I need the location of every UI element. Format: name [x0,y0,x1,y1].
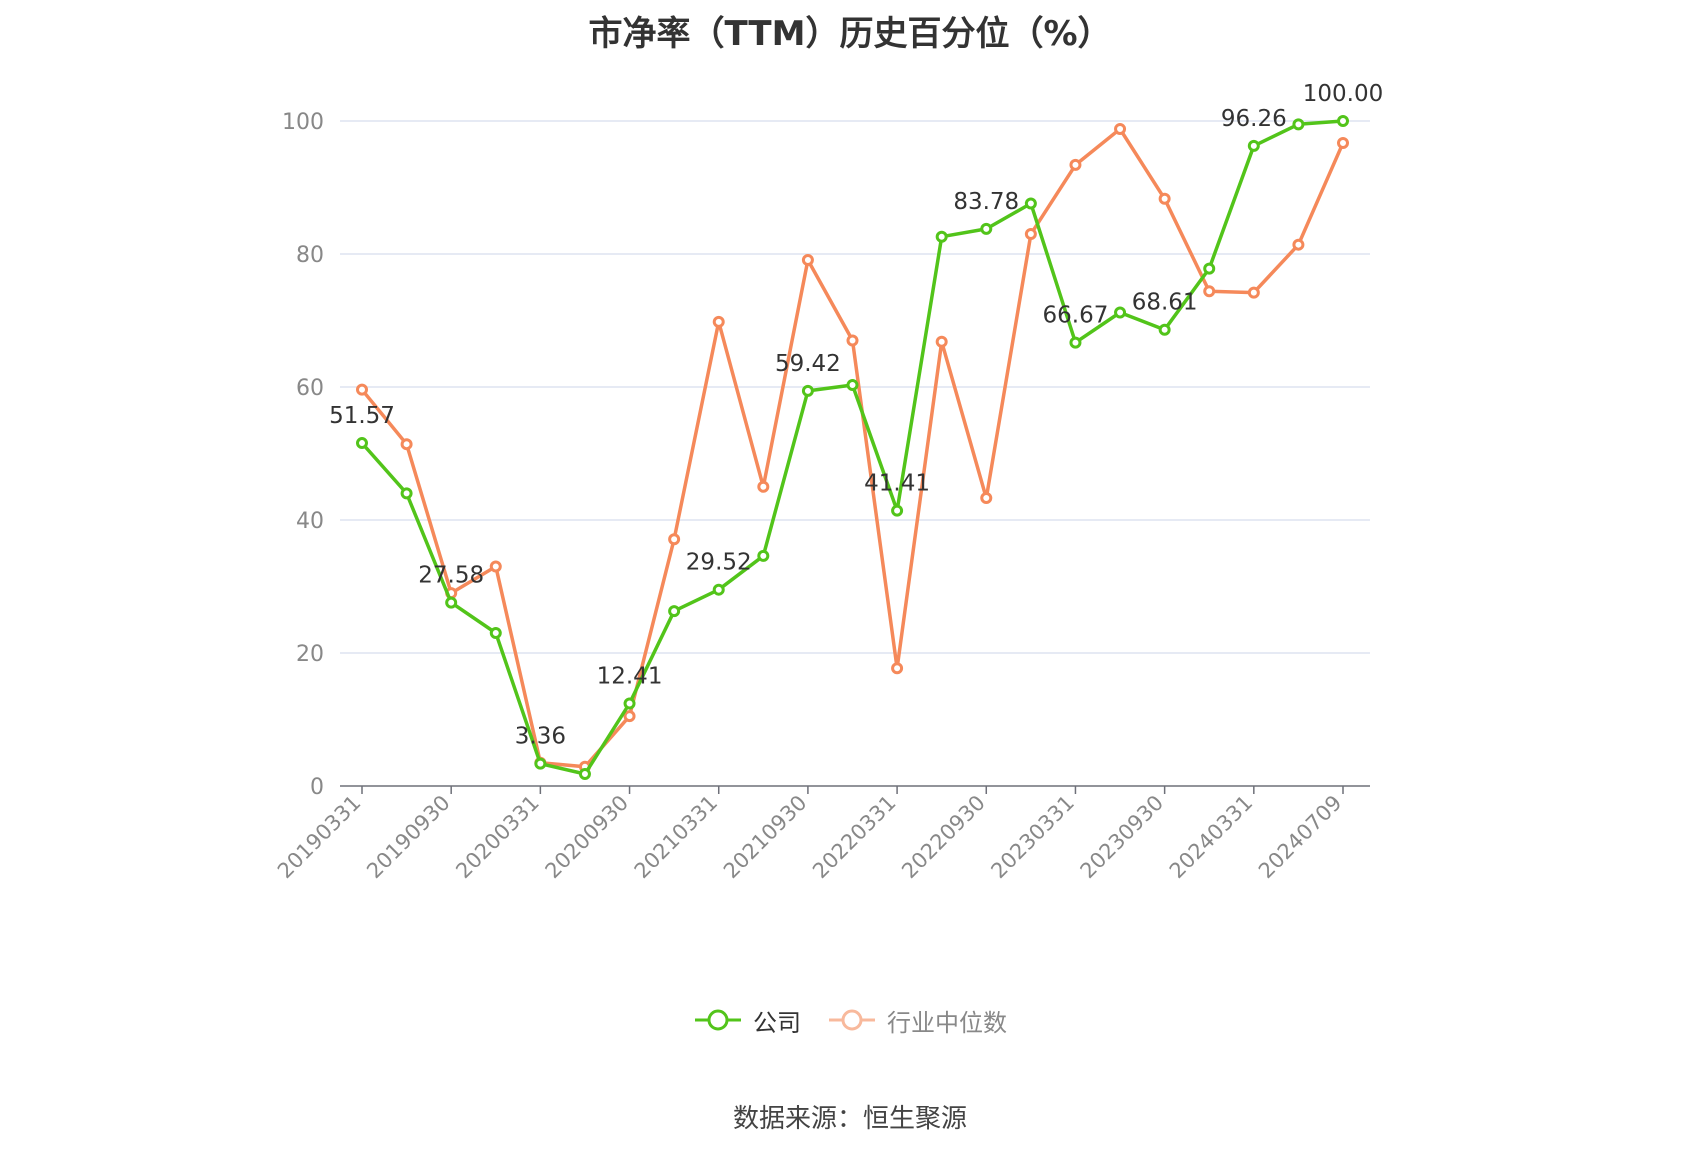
data-point-industry[interactable] [801,253,814,266]
data-point-industry[interactable] [489,560,502,573]
data-point-company[interactable] [489,627,502,640]
data-point-industry[interactable] [757,480,770,493]
x-tick-label: 20240709 [1254,791,1347,884]
data-point-company[interactable] [846,379,859,392]
x-tick-label: 20210930 [719,791,812,884]
data-label: 41.41 [864,471,930,497]
data-point-company[interactable] [1024,197,1037,210]
legend: 公司 行业中位数 [0,1000,1700,1040]
x-tick-label: 20220331 [808,791,901,884]
data-label: 12.41 [597,663,663,689]
data-point-industry[interactable] [668,533,681,546]
legend-item-company[interactable]: 公司 [693,1003,801,1038]
data-point-company[interactable] [400,487,413,500]
data-label: 3.36 [515,724,566,750]
data-point-industry[interactable] [356,383,368,396]
data-label: 83.78 [953,189,1019,215]
data-point-company[interactable] [980,222,993,235]
data-point-company[interactable] [1337,115,1349,127]
data-point-industry[interactable] [1292,238,1305,251]
data-point-industry[interactable] [623,710,636,723]
data-point-industry[interactable] [1247,286,1260,299]
y-tick-label: 40 [296,509,324,534]
data-point-company[interactable] [1158,323,1171,336]
data-point-industry[interactable] [1158,192,1171,205]
x-tick-label: 20190930 [362,791,455,884]
data-label: 59.42 [775,351,841,377]
data-point-company[interactable] [534,757,547,770]
data-point-company[interactable] [356,437,368,450]
data-point-company[interactable] [578,768,591,781]
x-tick-label: 20220930 [897,791,990,884]
x-tick-label: 20200331 [451,791,544,884]
x-tick-label: 20200930 [541,791,634,884]
y-tick-label: 20 [296,642,324,667]
data-label: 66.67 [1043,303,1109,329]
data-point-company[interactable] [445,596,458,609]
x-tick-label: 20230331 [986,791,1079,884]
data-point-industry[interactable] [1203,285,1216,298]
legend-label-company: 公司 [753,1008,801,1037]
data-point-company[interactable] [935,230,948,243]
data-point-industry[interactable] [1337,136,1349,149]
data-point-company[interactable] [712,583,725,596]
legend-label-industry: 行业中位数 [887,1008,1007,1037]
series-line-company [360,119,1344,776]
legend-marker-industry [829,1009,875,1031]
data-point-company[interactable] [757,549,770,562]
legend-item-industry[interactable]: 行业中位数 [827,1003,1007,1038]
data-point-company[interactable] [1203,262,1216,275]
data-point-industry[interactable] [712,315,725,328]
data-label: 68.61 [1132,290,1198,316]
y-tick-label: 100 [282,110,324,135]
data-label: 27.58 [418,563,484,589]
chart-title: 市净率（TTM）历史百分位（%） [588,14,1112,54]
legend-marker-company [695,1009,741,1031]
data-point-company[interactable] [801,384,814,397]
data-point-company[interactable] [623,697,636,710]
data-point-company[interactable] [1292,118,1305,131]
data-point-company[interactable] [1114,306,1127,319]
axes: 0 20 40 60 80 100 2019033120190930202003312020… [273,110,1370,883]
y-tick-label: 0 [310,775,324,800]
x-tick-label: 20240331 [1165,791,1258,884]
x-tick-label: 20190331 [273,791,366,884]
data-point-industry[interactable] [1024,228,1037,241]
series [356,115,1349,781]
data-point-industry[interactable] [1069,158,1082,171]
data-point-industry[interactable] [400,438,413,451]
y-tick-label: 60 [296,376,324,401]
data-label: 51.57 [329,403,395,429]
y-tick-label: 80 [296,243,324,268]
data-label: 96.26 [1221,106,1287,132]
data-point-company[interactable] [1247,139,1260,152]
source-note: 数据来源：恒生聚源 [732,1104,967,1134]
data-point-company[interactable] [1069,336,1082,349]
data-point-company[interactable] [891,504,904,517]
data-point-industry[interactable] [980,492,993,505]
data-point-industry[interactable] [1114,122,1127,135]
data-point-industry[interactable] [891,662,904,675]
x-tick-label: 20210331 [630,791,723,884]
data-label: 100.00 [1303,81,1383,107]
data-point-industry[interactable] [846,334,859,347]
data-point-industry[interactable] [935,335,948,348]
data-label: 29.52 [686,550,752,576]
data-labels: 51.57 27.58 3.36 12.41 29.52 59.42 41.41 83.78 6… [329,81,1383,750]
data-point-company[interactable] [668,605,681,618]
x-tick-label: 20230930 [1076,791,1169,884]
